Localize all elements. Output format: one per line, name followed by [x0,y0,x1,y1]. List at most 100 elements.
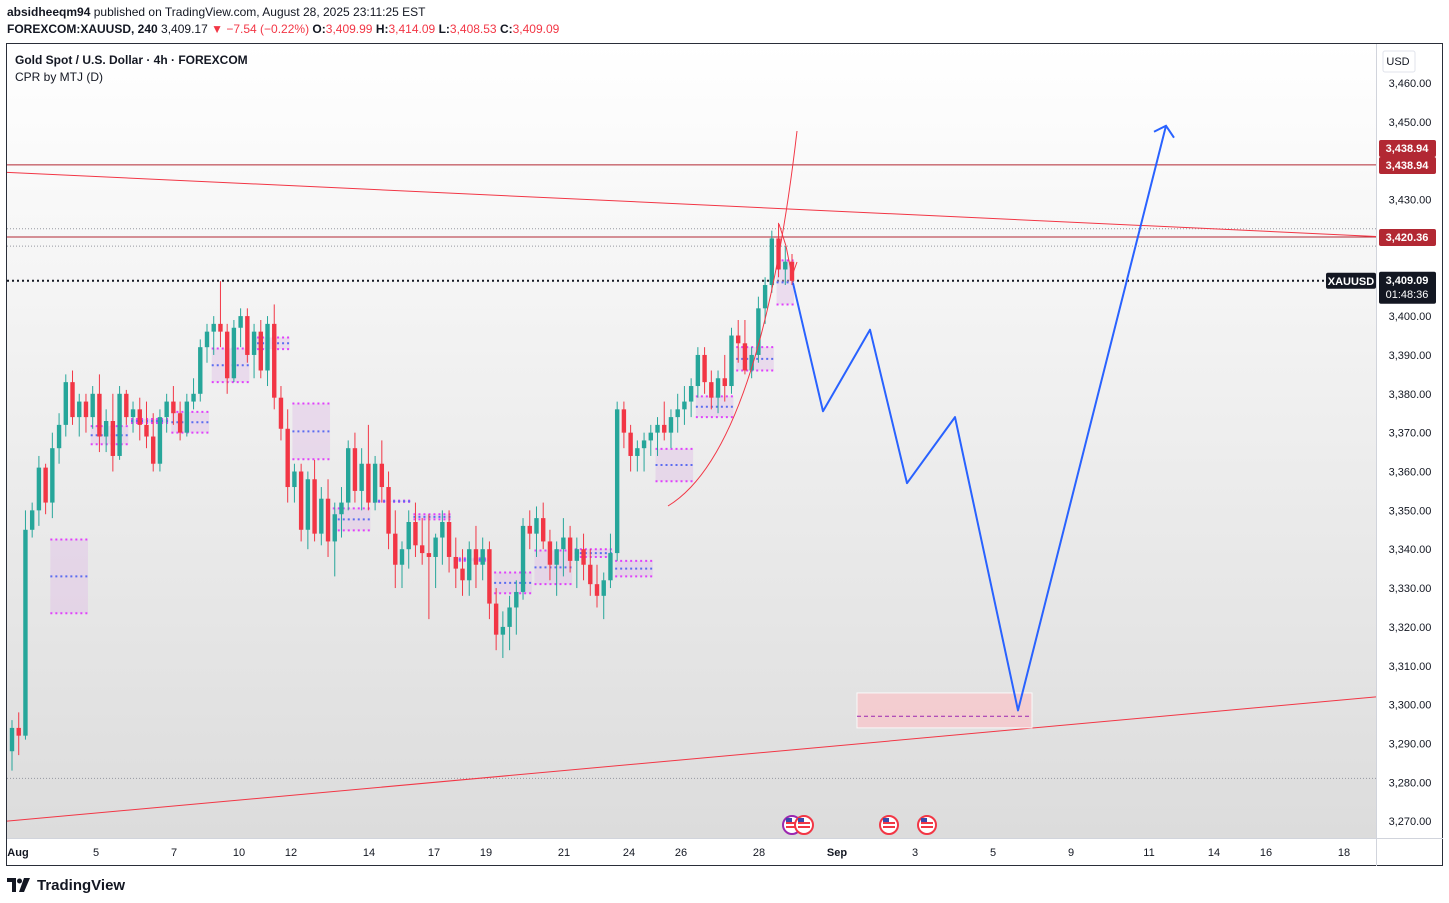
candle-body[interactable] [151,436,156,464]
candle-body[interactable] [608,553,613,581]
footer-brand[interactable]: TradingView [7,874,125,896]
candle-body[interactable] [372,463,378,503]
candle-body[interactable] [258,331,263,371]
candle-body[interactable] [36,467,42,511]
candle-body[interactable] [83,401,89,418]
candle-body[interactable] [366,463,371,503]
candle-body[interactable] [655,424,660,433]
candle-body[interactable] [386,487,391,534]
candle-body[interactable] [473,549,479,565]
candle-body[interactable] [50,448,55,503]
candle-body[interactable] [90,393,95,418]
candle-body[interactable] [581,549,586,565]
candle-body[interactable] [231,327,237,379]
candle-body[interactable] [97,393,102,437]
candle-body[interactable] [514,591,519,608]
candle-body[interactable] [198,347,203,394]
candle-body[interactable] [520,525,526,592]
candle-body[interactable] [16,727,21,736]
candle-body[interactable] [352,448,358,491]
resistance-price-tag[interactable] [1379,140,1436,157]
parabolic-curve[interactable] [667,130,798,507]
candle-body[interactable] [467,549,472,581]
candle-body[interactable] [688,386,694,402]
candle-body[interactable] [130,409,136,418]
candle-body[interactable] [43,467,48,503]
target-zone[interactable] [856,692,1033,729]
candle-body[interactable] [171,401,176,414]
axis-currency[interactable]: USD [1386,56,1409,68]
candle-body[interactable] [762,285,768,309]
candle-body[interactable] [238,316,243,328]
candle-body[interactable] [500,626,506,635]
candle-body[interactable] [601,580,606,596]
candle-body[interactable] [588,564,593,585]
candle-body[interactable] [332,514,337,542]
candle-body[interactable] [480,549,485,565]
publisher-name[interactable]: absidheeqm94 [7,5,91,19]
candle-body[interactable] [211,323,216,332]
candle-body[interactable] [56,424,62,449]
candle-body[interactable] [272,323,277,398]
candle-body[interactable] [628,432,633,456]
candle-body[interactable] [70,382,75,418]
candle-body[interactable] [769,238,775,286]
candle-body[interactable] [359,463,364,491]
candle-body[interactable] [547,541,553,565]
legend-title[interactable]: Gold Spot / U.S. Dollar · 4h · FOREXCOM [15,53,248,67]
candle-body[interactable] [312,479,317,534]
candle-body[interactable] [614,409,620,554]
candle-body[interactable] [567,537,573,561]
candle-body[interactable] [124,393,129,418]
candle-body[interactable] [413,522,418,546]
candle-body[interactable] [251,331,257,355]
candle-body[interactable] [729,335,734,387]
candle-body[interactable] [177,413,183,433]
candle-body[interactable] [218,323,223,332]
last-price-tag[interactable] [1379,271,1436,304]
candle-body[interactable] [23,529,28,736]
resistance-price-tag[interactable] [1379,157,1436,174]
candle-body[interactable] [110,420,116,456]
candle-body[interactable] [722,378,727,387]
candle-body[interactable] [224,331,230,379]
resistance-price-tag[interactable] [1379,229,1436,246]
candle-body[interactable] [554,549,559,565]
candle-body[interactable] [783,261,788,270]
candle-body[interactable] [736,335,741,344]
candle-body[interactable] [164,401,169,418]
candle-body[interactable] [440,522,445,538]
candle-body[interactable] [493,603,499,635]
candle-body[interactable] [29,510,35,530]
candle-body[interactable] [298,471,304,530]
candle-body[interactable] [393,533,398,565]
candle-body[interactable] [561,537,566,550]
candle-body[interactable] [426,553,432,557]
candle-body[interactable] [695,354,701,387]
candle-body[interactable] [635,448,640,456]
candle-body[interactable] [507,607,512,627]
candle-body[interactable] [285,428,290,488]
candle-body[interactable] [339,502,344,515]
symbol-tag[interactable] [1326,272,1376,289]
candle-body[interactable] [789,261,795,281]
projection-path[interactable] [792,125,1167,712]
candle-body[interactable] [682,401,687,410]
candle-body[interactable] [433,537,438,557]
candle-body[interactable] [325,498,331,542]
candle-body[interactable] [103,420,109,437]
candle-body[interactable] [184,401,190,433]
candle-body[interactable] [709,382,714,398]
candle-body[interactable] [77,401,82,418]
candle-body[interactable] [379,463,385,488]
candle-body[interactable] [399,549,405,565]
candle-body[interactable] [487,549,492,604]
ascending-trendline[interactable] [6,696,1377,822]
candle-body[interactable] [675,409,680,418]
descending-trendline[interactable] [6,171,1377,237]
candle-body[interactable] [641,440,647,449]
candle-body[interactable] [594,584,600,596]
candle-body[interactable] [574,549,580,561]
candle-body[interactable] [265,323,270,371]
candle-body[interactable] [534,518,539,534]
